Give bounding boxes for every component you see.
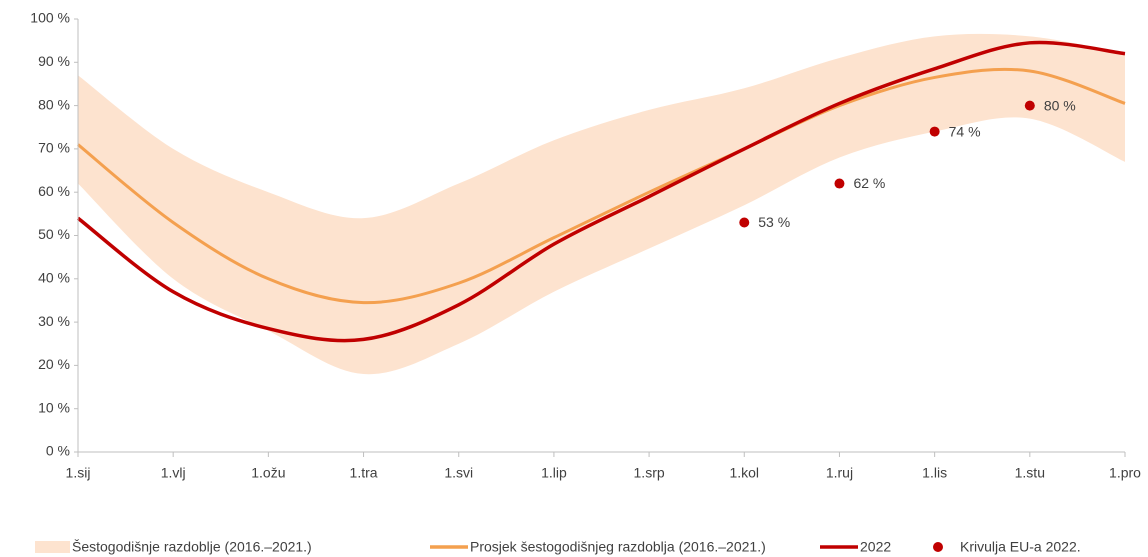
y-tick-label: 60 % <box>38 183 70 199</box>
y-tick-label: 50 % <box>38 226 70 242</box>
y-tick-label: 80 % <box>38 96 70 112</box>
x-tick-label: 1.svi <box>444 465 473 481</box>
legend-label: Šestogodišnje razdoblje (2016.–2021.) <box>72 539 312 555</box>
x-tick-label: 1.tra <box>350 465 378 481</box>
data-label: 74 % <box>949 123 981 139</box>
y-tick-label: 90 % <box>38 53 70 69</box>
line <box>77 67 1126 305</box>
y-tick-label: 100 % <box>30 10 70 26</box>
x-tick-label: 1.vlj <box>161 465 186 481</box>
data-label: 53 % <box>758 214 790 230</box>
x-tick-label: 1.ruj <box>826 465 853 481</box>
y-tick-label: 20 % <box>38 356 70 372</box>
x-tick-label: 1.pro <box>1109 465 1141 481</box>
line <box>76 40 1126 343</box>
point <box>1024 100 1035 111</box>
range-area <box>78 33 1125 375</box>
legend-label: Krivulja EU-a 2022. <box>960 539 1081 555</box>
y-tick-label: 30 % <box>38 313 70 329</box>
y-tick-label: 70 % <box>38 140 70 156</box>
point <box>834 178 845 189</box>
x-tick-label: 1.sij <box>66 465 91 481</box>
legend-swatch <box>35 541 70 553</box>
legend-label: 2022 <box>860 539 891 555</box>
y-tick-label: 0 % <box>46 443 70 459</box>
x-tick-label: 1.srp <box>634 465 665 481</box>
y-tick-label: 10 % <box>38 399 70 415</box>
point <box>929 126 940 137</box>
data-label: 62 % <box>853 175 885 191</box>
point <box>739 217 750 228</box>
legend-label: Prosjek šestogodišnjeg razdoblja (2016.–… <box>470 539 766 555</box>
legend-swatch <box>933 542 943 552</box>
data-label: 80 % <box>1044 97 1076 113</box>
x-tick-label: 1.ožu <box>251 465 285 481</box>
x-tick-label: 1.stu <box>1015 465 1045 481</box>
x-tick-label: 1.kol <box>729 465 759 481</box>
x-tick-label: 1.lip <box>541 465 567 481</box>
y-tick-label: 40 % <box>38 270 70 286</box>
x-tick-label: 1.lis <box>922 465 947 481</box>
